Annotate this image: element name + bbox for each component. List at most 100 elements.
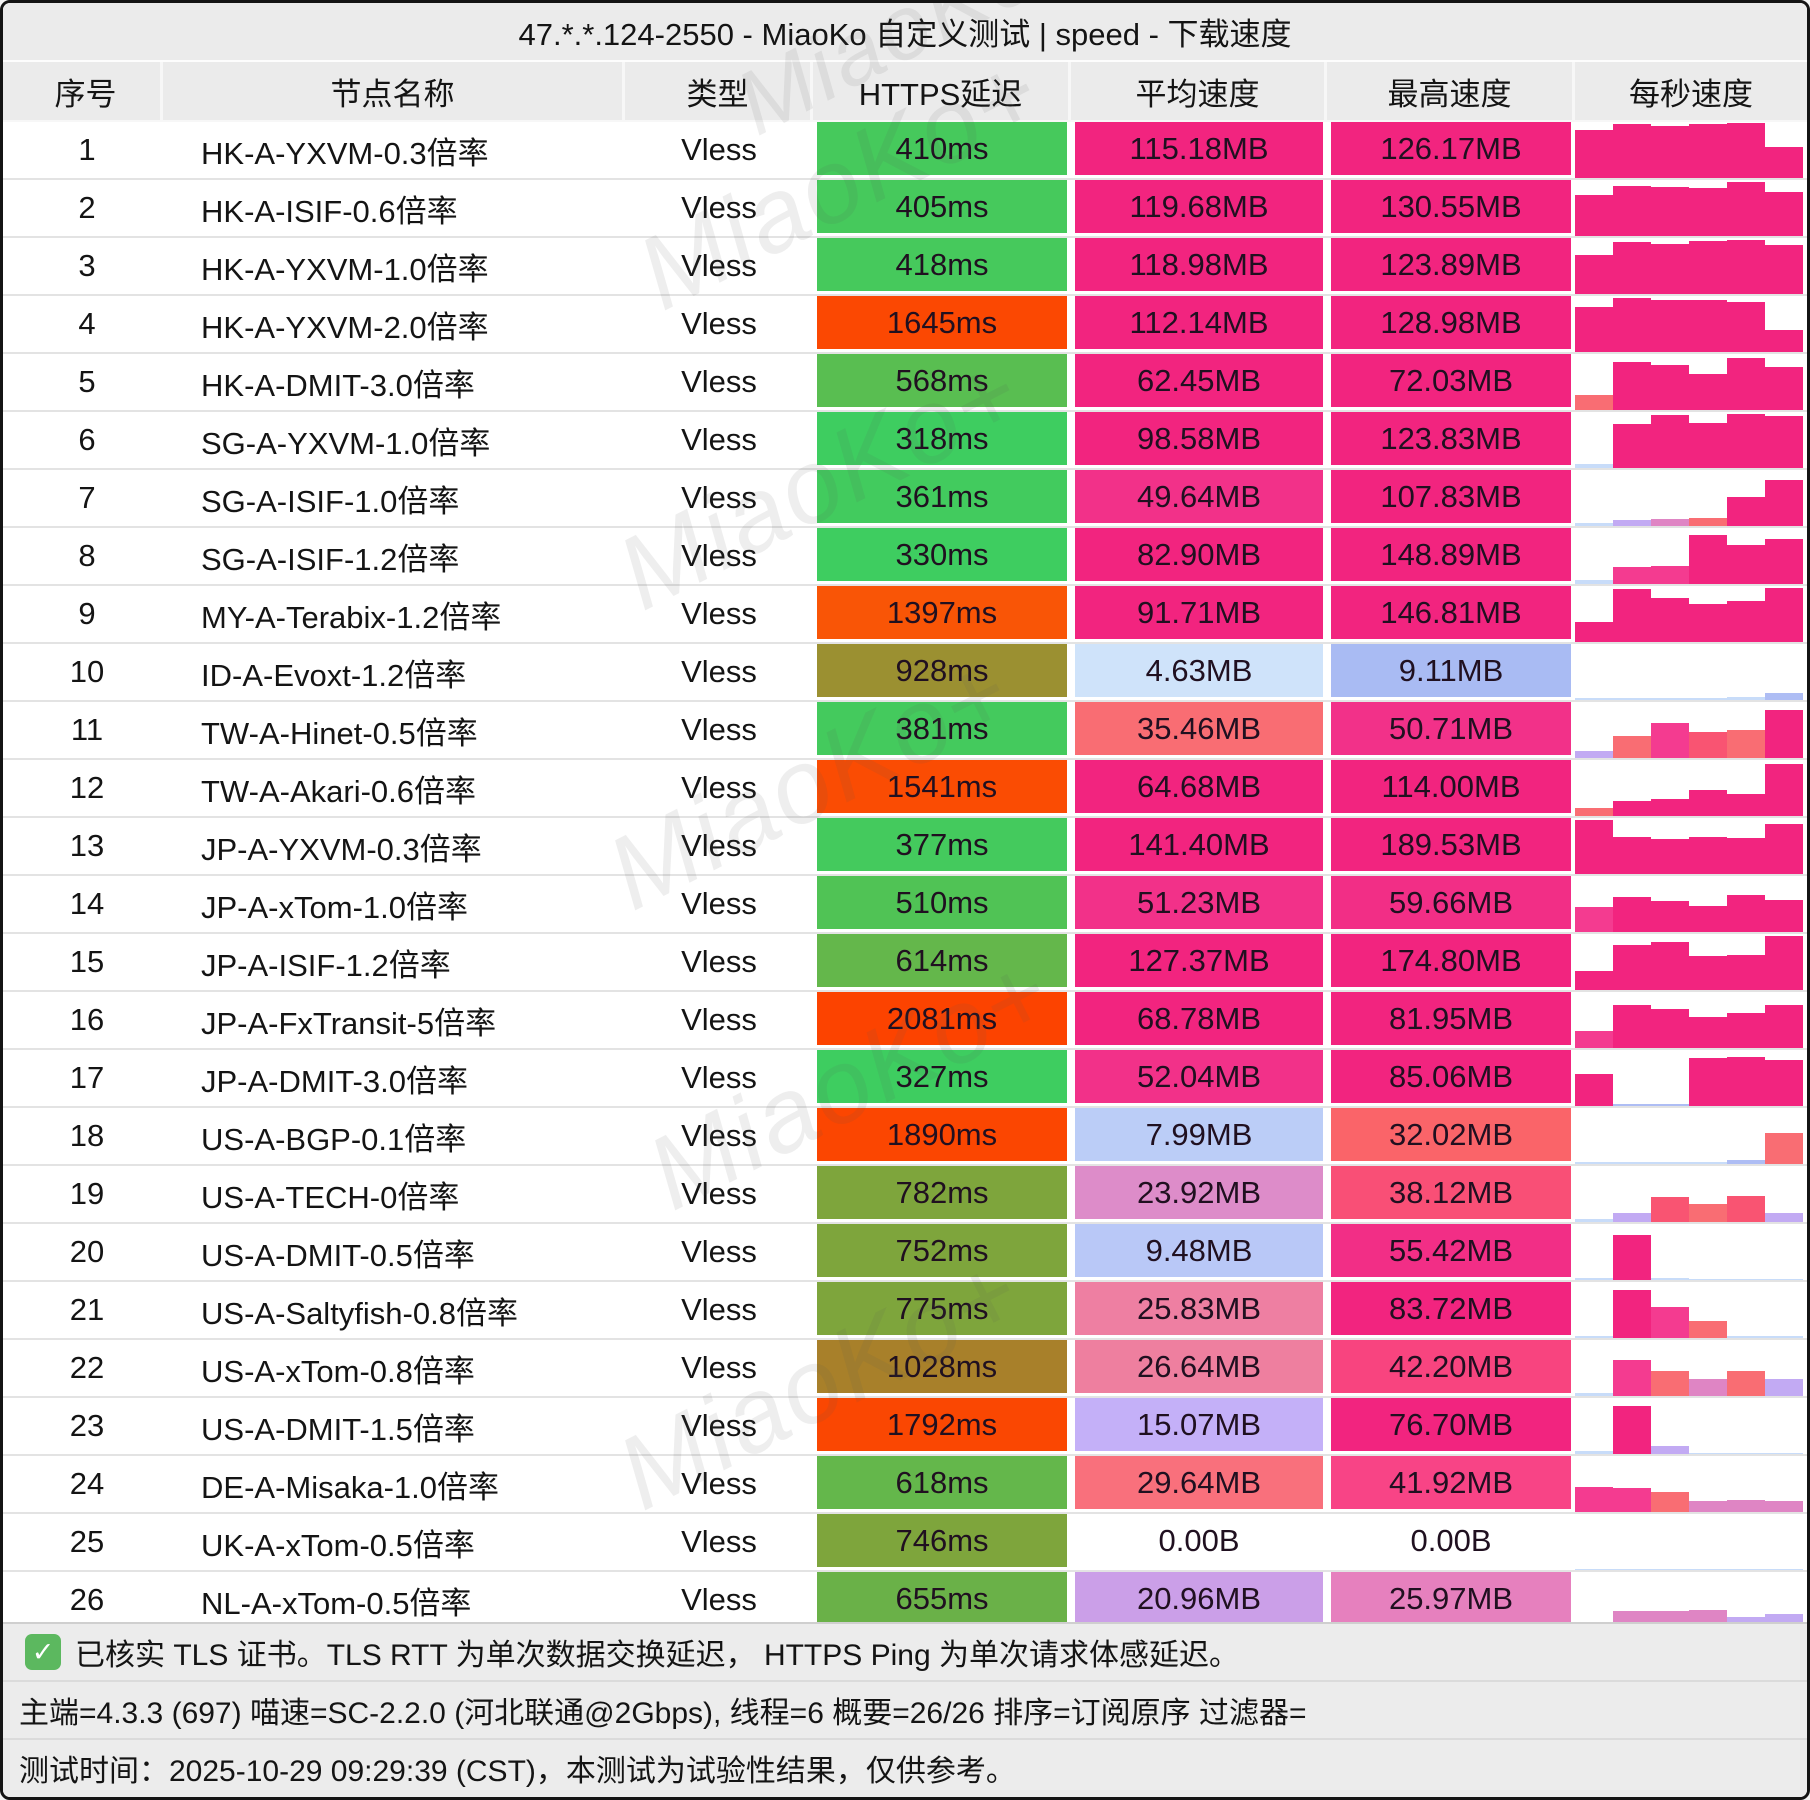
spark-bar <box>1651 519 1689 526</box>
cell-max-speed: 148.89MB <box>1327 528 1575 584</box>
cell-type: Vless <box>681 364 757 399</box>
cell-name: SG-A-YXVM-1.0倍率 <box>201 425 491 461</box>
cell-latency: 1645ms <box>813 296 1071 352</box>
spark-bar <box>1727 1159 1765 1164</box>
cell-max-speed: 50.71MB <box>1327 702 1575 758</box>
cell-name: US-A-DMIT-1.5倍率 <box>201 1411 475 1447</box>
latency-value: 327ms <box>817 1050 1067 1103</box>
cell-per-second-speed <box>1575 818 1807 874</box>
cell-latency: 377ms <box>813 818 1071 874</box>
cell-avg-speed: 141.40MB <box>1071 818 1327 874</box>
spark-bar <box>1765 1379 1803 1396</box>
table-row: 6 SG-A-YXVM-1.0倍率 Vless 318ms 98.58MB 12… <box>3 412 1807 470</box>
spark-bar <box>1613 1103 1651 1106</box>
cell-name: MY-A-Terabix-1.2倍率 <box>201 599 502 635</box>
cell-type: Vless <box>681 480 757 515</box>
cell-index: 23 <box>69 1408 105 1443</box>
table-row: 2 HK-A-ISIF-0.6倍率 Vless 405ms 119.68MB 1… <box>3 180 1807 238</box>
spark-bar <box>1613 298 1651 352</box>
per-second-speed-chart <box>1575 1224 1807 1280</box>
cell-per-second-speed <box>1575 528 1807 584</box>
spark-bar <box>1689 1278 1727 1280</box>
spark-bar <box>1651 365 1689 410</box>
cell-index: 20 <box>69 1234 105 1269</box>
spark-bar <box>1651 1446 1689 1454</box>
spark-bar <box>1727 838 1765 874</box>
cell-latency: 1397ms <box>813 586 1071 642</box>
spark-bar <box>1651 941 1689 990</box>
avg-speed-value: 9.48MB <box>1075 1224 1323 1277</box>
spark-bar <box>1727 600 1765 642</box>
cell-name: DE-A-Misaka-1.0倍率 <box>201 1469 499 1505</box>
spark-bar <box>1689 241 1727 294</box>
avg-speed-value: 62.45MB <box>1075 354 1323 407</box>
spark-bar <box>1651 1008 1689 1048</box>
cell-avg-speed: 0.00B <box>1071 1514 1327 1570</box>
per-second-speed-chart <box>1575 528 1807 584</box>
spark-bar <box>1727 496 1765 526</box>
max-speed-value: 174.80MB <box>1331 934 1571 987</box>
column-header-type: 类型 <box>625 62 813 120</box>
cell-name: JP-A-YXVM-0.3倍率 <box>201 831 482 867</box>
spark-bar <box>1613 567 1651 584</box>
cell-latency: 1541ms <box>813 760 1071 816</box>
avg-speed-value: 35.46MB <box>1075 702 1323 755</box>
spark-bar <box>1689 1321 1727 1338</box>
spark-bar <box>1613 1162 1651 1164</box>
spark-bar <box>1689 1016 1727 1048</box>
report-footer: ✓ 已核实 TLS 证书。TLS RTT 为单次数据交换延迟， HTTPS Pi… <box>3 1622 1807 1797</box>
table-row: 16 JP-A-FxTransit-5倍率 Vless 2081ms 68.78… <box>3 992 1807 1050</box>
avg-speed-value: 119.68MB <box>1075 180 1323 233</box>
avg-speed-value: 82.90MB <box>1075 528 1323 581</box>
max-speed-value: 83.72MB <box>1331 1282 1571 1335</box>
latency-value: 1792ms <box>817 1398 1067 1451</box>
latency-value: 1890ms <box>817 1108 1067 1161</box>
cell-latency: 568ms <box>813 354 1071 410</box>
cell-name: US-A-BGP-0.1倍率 <box>201 1121 467 1157</box>
table-row: 17 JP-A-DMIT-3.0倍率 Vless 327ms 52.04MB 8… <box>3 1050 1807 1108</box>
cell-avg-speed: 112.14MB <box>1071 296 1327 352</box>
spark-bar <box>1727 414 1765 468</box>
cell-index: 1 <box>78 132 96 167</box>
cell-per-second-speed <box>1575 412 1807 468</box>
cell-type: Vless <box>681 132 757 167</box>
cell-avg-speed: 49.64MB <box>1071 470 1327 526</box>
table-header: 序号 节点名称 类型 HTTPS延迟 平均速度 最高速度 每秒速度 <box>3 62 1807 122</box>
cell-avg-speed: 91.71MB <box>1071 586 1327 642</box>
cell-per-second-speed <box>1575 1224 1807 1280</box>
avg-speed-value: 127.37MB <box>1075 934 1323 987</box>
cell-avg-speed: 98.58MB <box>1071 412 1327 468</box>
spark-bar <box>1613 801 1651 816</box>
table-body: 1 HK-A-YXVM-0.3倍率 Vless 410ms 115.18MB 1… <box>3 122 1807 1630</box>
table-row: 24 DE-A-Misaka-1.0倍率 Vless 618ms 29.64MB… <box>3 1456 1807 1514</box>
cell-max-speed: 83.72MB <box>1327 1282 1575 1338</box>
cell-max-speed: 128.98MB <box>1327 296 1575 352</box>
spark-bar <box>1765 693 1803 700</box>
max-speed-value: 9.11MB <box>1331 644 1571 697</box>
cell-index: 4 <box>78 306 96 341</box>
spark-bar <box>1765 899 1803 932</box>
footer-test-time: 测试时间：2025-10-29 09:29:39 (CST)，本测试为试验性结果… <box>3 1738 1807 1796</box>
cell-type: Vless <box>681 1176 757 1211</box>
per-second-speed-chart <box>1575 1108 1807 1164</box>
cell-type: Vless <box>681 248 757 283</box>
cell-index: 22 <box>69 1350 105 1385</box>
spark-bar <box>1727 182 1765 236</box>
cell-per-second-speed <box>1575 238 1807 294</box>
max-speed-value: 189.53MB <box>1331 818 1571 871</box>
latency-value: 330ms <box>817 528 1067 581</box>
cell-type: Vless <box>681 422 757 457</box>
cell-per-second-speed <box>1575 1166 1807 1222</box>
spark-bar <box>1689 1568 1727 1570</box>
spark-bar <box>1689 534 1727 584</box>
spark-bar <box>1689 374 1727 410</box>
max-speed-value: 41.92MB <box>1331 1456 1571 1509</box>
cell-type: Vless <box>681 1582 757 1617</box>
avg-speed-value: 29.64MB <box>1075 1456 1323 1509</box>
table-row: 23 US-A-DMIT-1.5倍率 Vless 1792ms 15.07MB … <box>3 1398 1807 1456</box>
cell-max-speed: 0.00B <box>1327 1514 1575 1570</box>
cell-max-speed: 72.03MB <box>1327 354 1575 410</box>
cell-latency: 655ms <box>813 1572 1071 1628</box>
cell-avg-speed: 15.07MB <box>1071 1398 1327 1454</box>
spark-bar <box>1765 588 1803 642</box>
